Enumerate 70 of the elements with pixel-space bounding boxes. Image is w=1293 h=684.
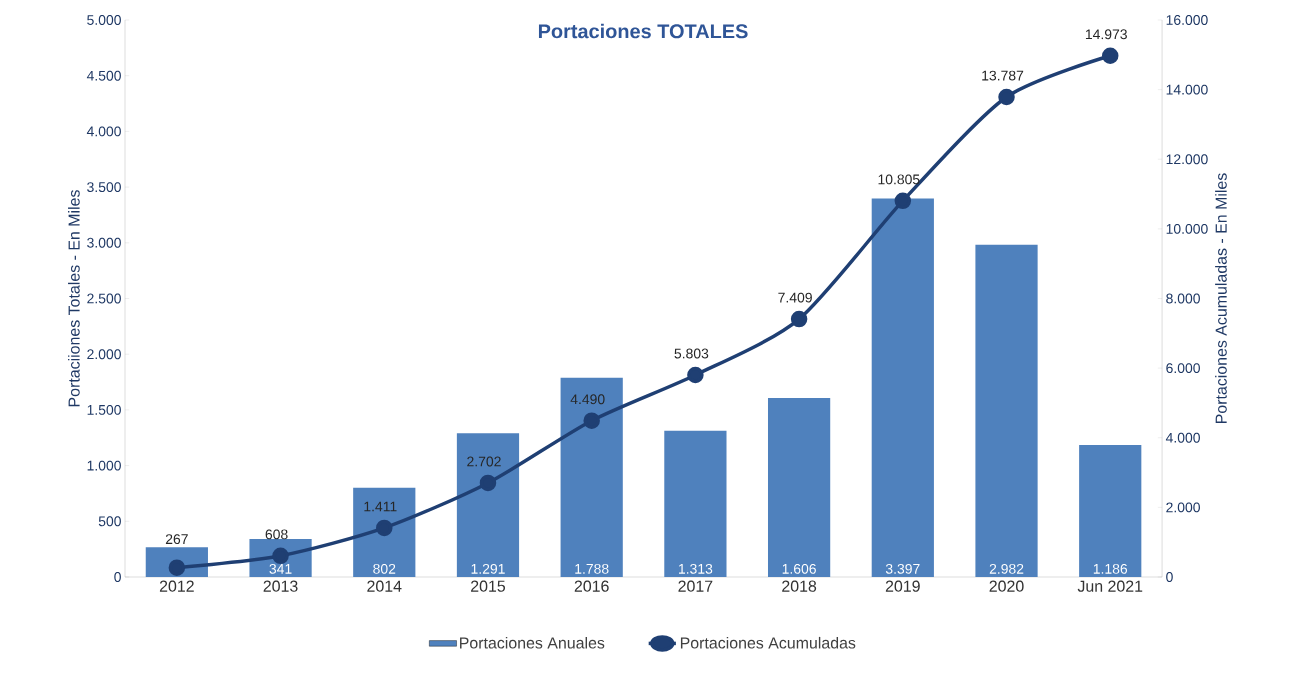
x-tick-label: 2020 (989, 580, 1024, 592)
data-label: 267 (165, 534, 188, 545)
legend-label: Portaciones Acumuladas (680, 636, 856, 649)
bar (353, 487, 416, 577)
data-label: 13.787 (982, 70, 1024, 81)
data-label: 1.291 (471, 563, 505, 574)
bar (767, 398, 831, 577)
bar (456, 433, 520, 577)
y2-tick-label: 14.000 (1166, 84, 1208, 95)
data-label: 2.982 (989, 563, 1024, 574)
data-label: 10.805 (878, 174, 920, 185)
point (790, 310, 808, 328)
data-label: 1.788 (575, 563, 609, 574)
x-tick-label: 2013 (263, 580, 298, 592)
x-tick-label: Jun 2021 (1077, 580, 1143, 592)
data-label: 5.803 (674, 348, 709, 359)
y-tick-label: 5.000 (87, 15, 121, 25)
x-tick-label: 2015 (471, 580, 506, 592)
data-label: 14.973 (1085, 29, 1127, 40)
data-label: 341 (269, 563, 292, 574)
y-tick-label: 500 (98, 516, 121, 527)
y2-tick-label: 10.000 (1166, 223, 1208, 234)
data-label: 802 (373, 563, 396, 574)
point (894, 192, 912, 210)
bar (975, 244, 1038, 577)
point (687, 366, 704, 384)
y-tick-label: 4.500 (86, 70, 121, 81)
y-axis-title: Portaciiones Totales - En Miles (68, 190, 80, 407)
data-label: 4.490 (570, 394, 605, 405)
bar (871, 198, 934, 577)
bar (1079, 444, 1142, 577)
data-label: 3.397 (885, 563, 920, 574)
data-label: 1.313 (679, 563, 713, 574)
data-label: 1.606 (782, 563, 816, 574)
point (1101, 47, 1119, 64)
data-label: 608 (265, 529, 288, 540)
chart-title: Portaciones TOTALES (538, 23, 748, 39)
bar (664, 430, 727, 577)
y2-tick-label: 8.000 (1166, 293, 1200, 304)
y-tick-label: 1.500 (87, 404, 121, 415)
x-tick-label: 2016 (574, 580, 609, 592)
point (998, 88, 1015, 106)
y2-axis-title: Portaciones Acumuladas - En Miles (1215, 173, 1227, 423)
bar (560, 377, 623, 577)
x-tick-label: 2014 (367, 580, 402, 592)
y2-tick-label: 2.000 (1166, 502, 1200, 513)
y2-tick-label: 12.000 (1166, 154, 1208, 165)
point (376, 519, 393, 537)
y-tick-label: 1.000 (87, 460, 121, 471)
point (479, 474, 497, 492)
y2-tick-label: 6.000 (1166, 363, 1200, 374)
data-label: 1.411 (364, 501, 397, 512)
data-label: 1.186 (1093, 563, 1128, 574)
y2-tick-label: 4.000 (1165, 432, 1200, 443)
x-tick-label: 2018 (782, 580, 817, 592)
y-tick-label: 2.000 (87, 349, 121, 360)
y-tick-label: 0 (114, 572, 121, 582)
x-tick-label: 2012 (159, 580, 194, 592)
x-tick-label: 2019 (885, 580, 920, 592)
data-label: 7.409 (778, 292, 812, 303)
y-tick-label: 3.000 (87, 237, 121, 248)
y2-tick-label: 0 (1166, 572, 1173, 582)
y-tick-label: 2.500 (87, 293, 121, 304)
point (583, 412, 600, 429)
data-label: 2.702 (467, 456, 501, 467)
x-tick-label: 2017 (678, 580, 713, 592)
legend-label: Portaciones Anuales (460, 636, 605, 649)
y-tick-label: 3.500 (87, 182, 121, 193)
y2-tick-label: 16.000 (1166, 15, 1208, 25)
y-tick-label: 4.000 (86, 126, 121, 137)
